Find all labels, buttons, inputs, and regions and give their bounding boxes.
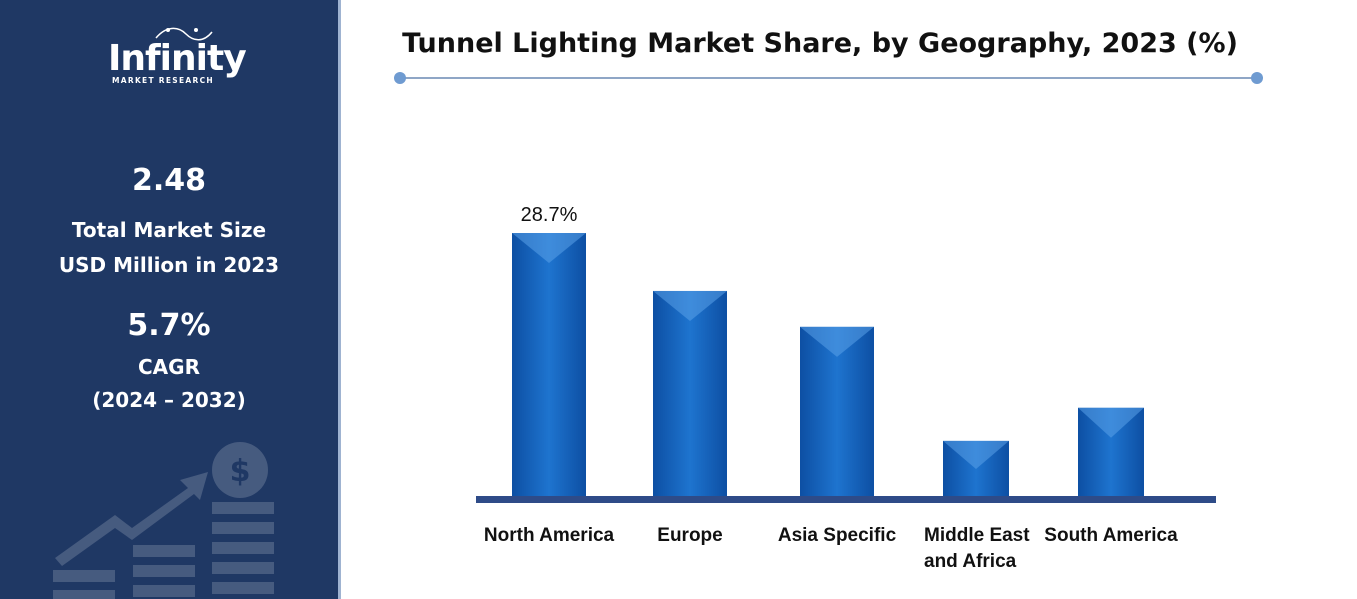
logo-swirl-icon — [155, 27, 213, 41]
chart-title: Tunnel Lighting Market Share, by Geograp… — [402, 28, 1238, 59]
market-size-label-line2: USD Million in 2023 — [58, 253, 280, 277]
bar-highlight-3 — [943, 440, 1009, 469]
cagr-period: (2024 – 2032) — [92, 388, 246, 412]
title-rule-left-dot — [394, 72, 406, 84]
sidebar: Infinity MARKET RESEARCH 2.48 Total Mark… — [0, 0, 338, 599]
category-label-0-0: North America — [484, 525, 615, 546]
market-size-value: 2.48 — [131, 163, 207, 198]
svg-text:$: $ — [230, 454, 251, 489]
bar-highlight-4 — [1078, 407, 1144, 438]
bar-highlight-1 — [653, 290, 727, 321]
bar-1 — [653, 290, 727, 497]
data-label-0: 28.7% — [521, 204, 578, 226]
growth-chart-dollar-icon: $ — [53, 442, 274, 599]
category-label-4-0: South America — [1044, 525, 1178, 546]
cagr-label: CAGR — [138, 355, 200, 379]
logo-subtext: MARKET RESEARCH — [112, 76, 214, 85]
market-size-label-line1: Total Market Size — [71, 218, 267, 242]
title-underline — [400, 77, 1257, 79]
sidebar-divider — [338, 0, 341, 599]
brand-logo: Infinity MARKET RESEARCH — [108, 27, 248, 90]
x-axis-baseline — [476, 496, 1216, 503]
category-label-2-0: Asia Specific — [778, 525, 897, 546]
title-rule-right-dot — [1251, 72, 1263, 84]
bar-highlight-2 — [800, 326, 874, 357]
logo-text: Infinity — [108, 38, 247, 79]
category-label-1-0: Europe — [657, 525, 722, 546]
category-label-3-0: Middle East — [924, 525, 1030, 546]
bar-highlight-0 — [512, 233, 586, 263]
category-label-3-1: and Africa — [924, 551, 1017, 572]
bar-0 — [512, 233, 586, 497]
cagr-value: 5.7% — [127, 308, 211, 343]
